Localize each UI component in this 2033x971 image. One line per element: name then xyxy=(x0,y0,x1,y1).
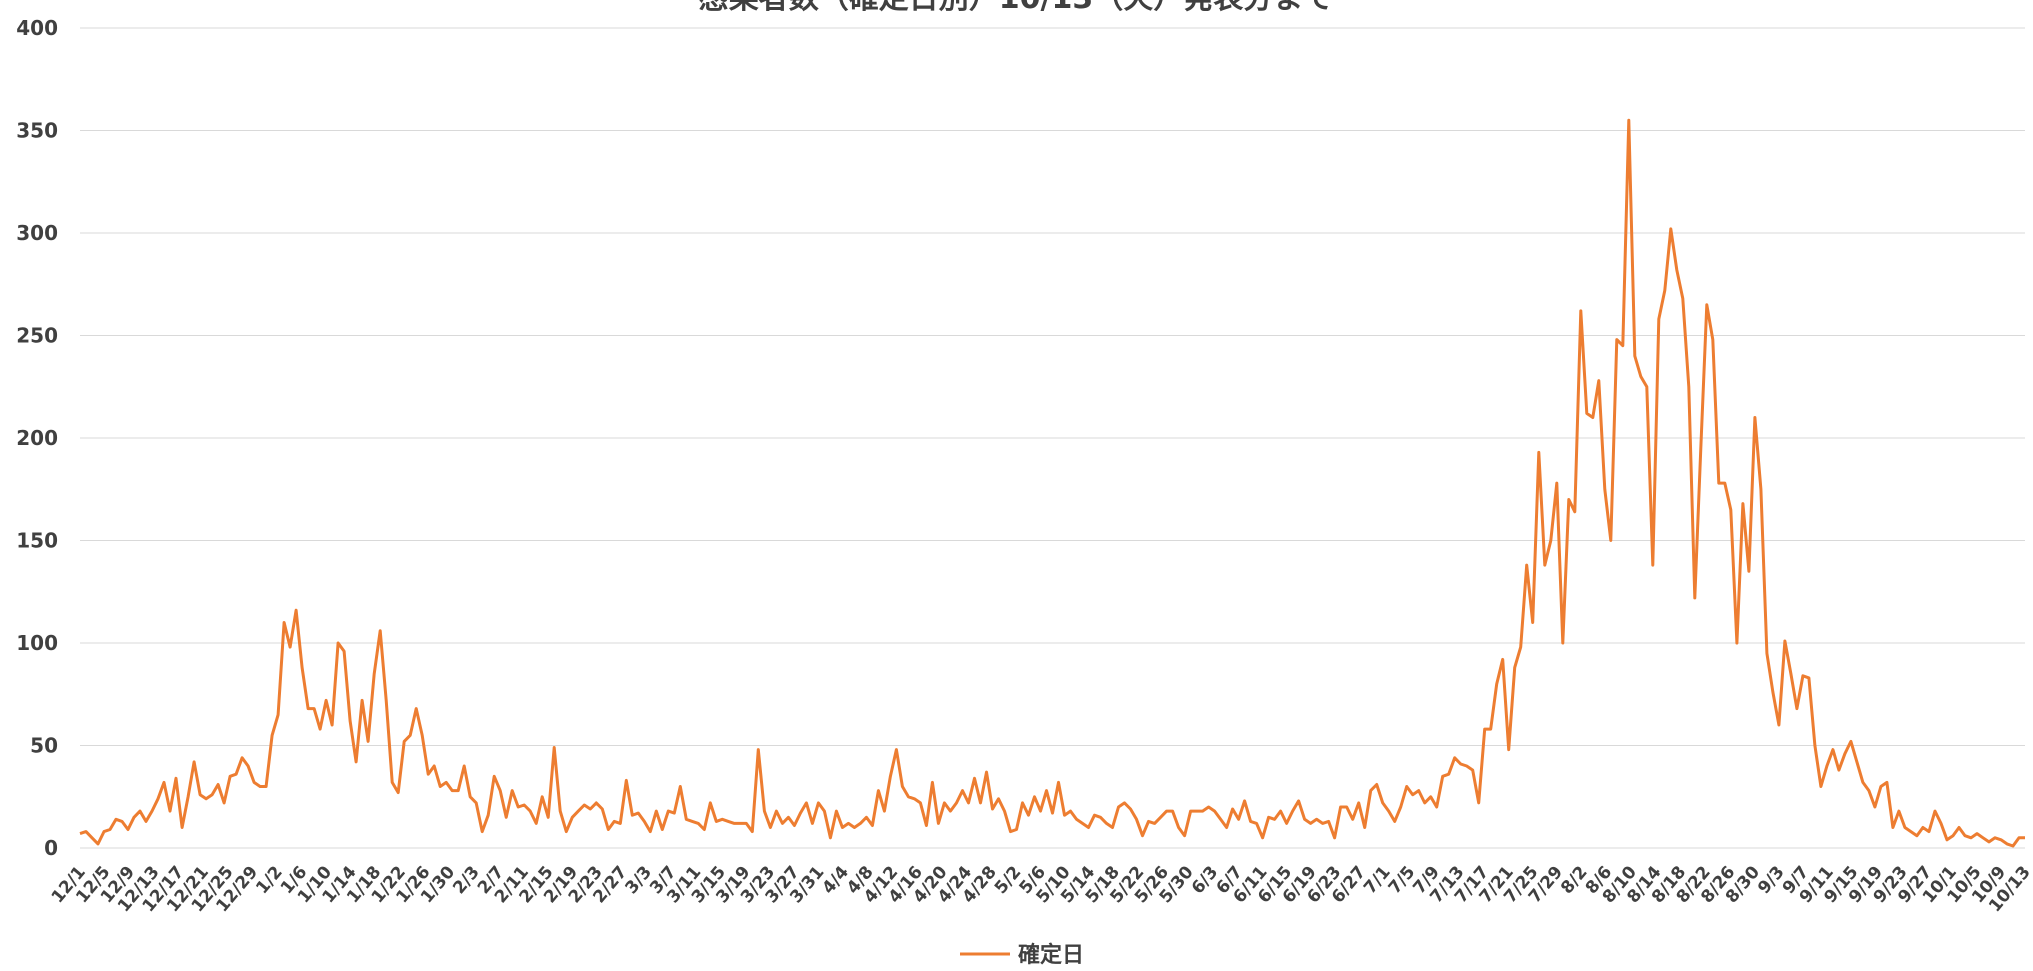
y-tick-label: 50 xyxy=(30,734,58,758)
y-axis: 0 50 100 150 200 250 300 350 400 xyxy=(16,16,58,860)
y-tick-label: 250 xyxy=(16,324,58,348)
y-tick-label: 300 xyxy=(16,221,58,245)
y-tick-label: 350 xyxy=(16,119,58,143)
y-tick-label: 100 xyxy=(16,631,58,655)
legend-label: 確定日 xyxy=(1018,942,1084,968)
y-tick-label: 200 xyxy=(16,426,58,450)
y-tick-label: 0 xyxy=(44,836,58,860)
series-layer xyxy=(79,118,2025,848)
y-tick-label: 150 xyxy=(16,529,58,553)
y-tick-label: 400 xyxy=(16,16,58,40)
gridlines xyxy=(80,27,2025,849)
series-line xyxy=(79,118,2025,848)
x-axis: 12/112/512/912/1312/1712/2112/2512/291/2… xyxy=(48,862,2033,916)
legend: 確定日 xyxy=(960,942,1084,968)
chart-title: 感染者数（確定日別）10/13（火）発表分まで xyxy=(699,0,1333,16)
